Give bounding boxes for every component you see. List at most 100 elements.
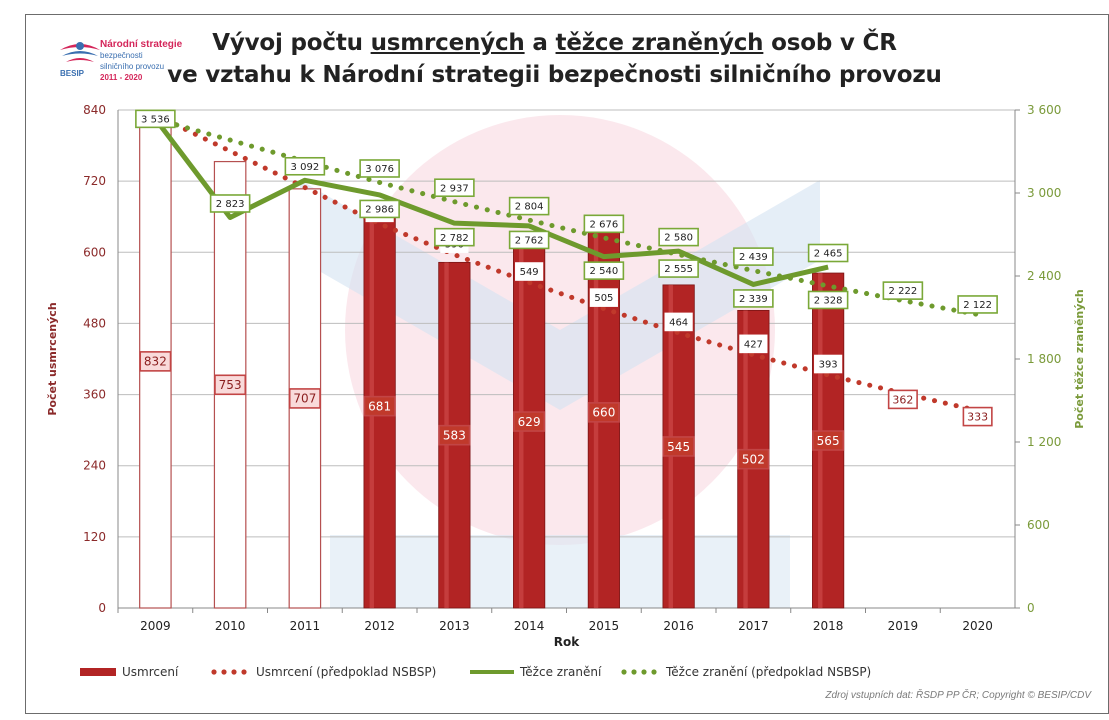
y2-tick-label: 2 400 [1027,269,1061,283]
logo-caption: BESIP [60,69,85,78]
x-tick-label: 2019 [888,619,919,633]
injured-forecast-label: 2 555 [664,264,693,275]
y-tick-label: 720 [83,174,106,188]
bar-value-label-box [363,395,396,417]
injured-forecast-label-box [434,178,475,198]
legend-dotted-green-symbol [621,669,657,675]
y2-tick-label: 1 800 [1027,352,1061,366]
injured-forecast-label: 2 122 [963,300,992,311]
injured-forecast-line [152,116,981,317]
injured-value-label: 2 465 [814,249,843,260]
legend-label: Těžce zranění [520,665,602,679]
injured-forecast-label-box [957,295,998,314]
killed-forecast-line [152,112,981,414]
bar-value-label-box [139,351,172,372]
bar-value-label-box [214,374,247,396]
injured-value-label: 2 339 [739,294,768,305]
injured-forecast-label: 3 076 [365,164,394,175]
legend-item-killed: Usmrcení [80,665,178,679]
injured-value-label: 3 092 [291,162,320,173]
title-part-e: osob v ČR [763,30,897,56]
y-axis-title: Počet usmrcených [46,302,59,415]
bar-value-label-box [438,424,471,446]
x-tick-label: 2020 [962,619,993,633]
bar-value-label: 583 [443,429,466,443]
injured-value-label: 2 762 [515,236,544,247]
logo-line-4: 2011 - 2020 [100,73,143,82]
chart-title-line-1: Vývoj počtu usmrcených a těžce zraněných… [0,30,1109,56]
source-note: Zdroj vstupních dat: ŘSDP PP ČR; Copyrig… [825,690,1091,701]
killed-forecast-label: 464 [669,318,688,329]
lines [152,112,981,414]
killed-forecast-label: 362 [892,393,913,406]
legend-label: Těžce zranění (předpoklad NSBSP) [666,665,872,679]
injured-value-label-box [434,227,475,247]
logo-line-1: Národní strategie [100,39,183,50]
injured-forecast-label: 2 676 [590,219,619,230]
x-tick-label: 2009 [140,619,171,633]
bar-value-label: 753 [219,378,242,392]
y2-axis-title: Počet těžce zraněných [1073,289,1086,429]
injured-value-label-box [209,194,251,213]
injured-forecast-label-box [359,159,400,178]
killed-forecast-label-box [814,354,843,374]
bar-value-label-box [737,448,770,470]
injured-forecast-label: 2 328 [814,296,843,307]
injured-forecast-label: 2 804 [515,202,544,213]
legend-line-symbol [470,670,514,674]
besip-logo-icon [60,42,100,62]
logo-line-2: bezpečnosti [100,51,143,60]
x-tick-label: 2012 [364,619,395,633]
y-tick-label: 240 [83,459,106,473]
logo-text: Národní strategie bezpečnosti silničního… [100,39,182,83]
bar-value-label-box [288,388,321,409]
title-part-a: Vývoj počtu [212,30,371,56]
injured-line [153,117,829,287]
title-part-c: a [524,30,556,56]
injured-value-label-box [733,289,774,308]
bar-value-label: 707 [293,392,316,406]
axes: 0 120 240 360 480 600 720 840 0 600 1 200 1 800 2 40… [46,103,1086,649]
legend-label: Usmrcení (předpoklad NSBSP) [256,665,437,679]
killed-forecast-label-box [962,406,993,427]
x-tick-label: 2017 [738,619,769,633]
y2-tick-label: 600 [1027,518,1050,532]
data-labels: 8327537076815836296605455025656485965495… [135,109,998,470]
y-tick-label: 0 [98,601,106,615]
y-tick-label: 120 [83,530,106,544]
y-tick-label: 600 [83,245,106,259]
killed-forecast-label: 427 [744,339,763,350]
injured-value-label: 2 580 [664,233,693,244]
injured-forecast-label-box [733,247,774,266]
injured-value-label-box [284,156,326,176]
bar-value-label: 565 [817,434,840,448]
injured-forecast-label: 2 937 [440,183,469,194]
bar-value-label: 660 [592,406,615,420]
killed-forecast-label-box [515,262,544,281]
killed-forecast-label-box [589,288,618,307]
bar-value-label-box [587,402,620,423]
bar-value-label: 681 [368,399,391,413]
x-tick-label: 2013 [439,619,470,633]
bar-value-label: 502 [742,453,765,467]
y2-tick-label: 3 000 [1027,186,1061,200]
bar-value-label: 629 [518,415,541,429]
bar-value-label-box [812,430,845,451]
injured-value-label: 2 823 [216,199,245,210]
injured-forecast-label-box [508,196,550,216]
injured-value-label-box [359,199,400,219]
injured-value-label-box [508,230,550,250]
x-tick-label: 2011 [290,619,321,633]
killed-forecast-label-box [664,312,693,332]
injured-forecast-label-box [882,281,924,300]
legend-item-injured-forecast: Těžce zranění (předpoklad NSBSP) [620,665,871,679]
bar-value-label: 832 [144,355,167,369]
y2-tick-label: 0 [1027,601,1035,615]
killed-forecast-label: 393 [819,360,838,371]
injured-forecast-label-box [583,214,625,234]
injured-forecast-label-box [658,259,699,278]
x-tick-label: 2014 [514,619,545,633]
y-tick-label: 840 [83,103,106,117]
legend-dotted-red-symbol [211,669,247,675]
